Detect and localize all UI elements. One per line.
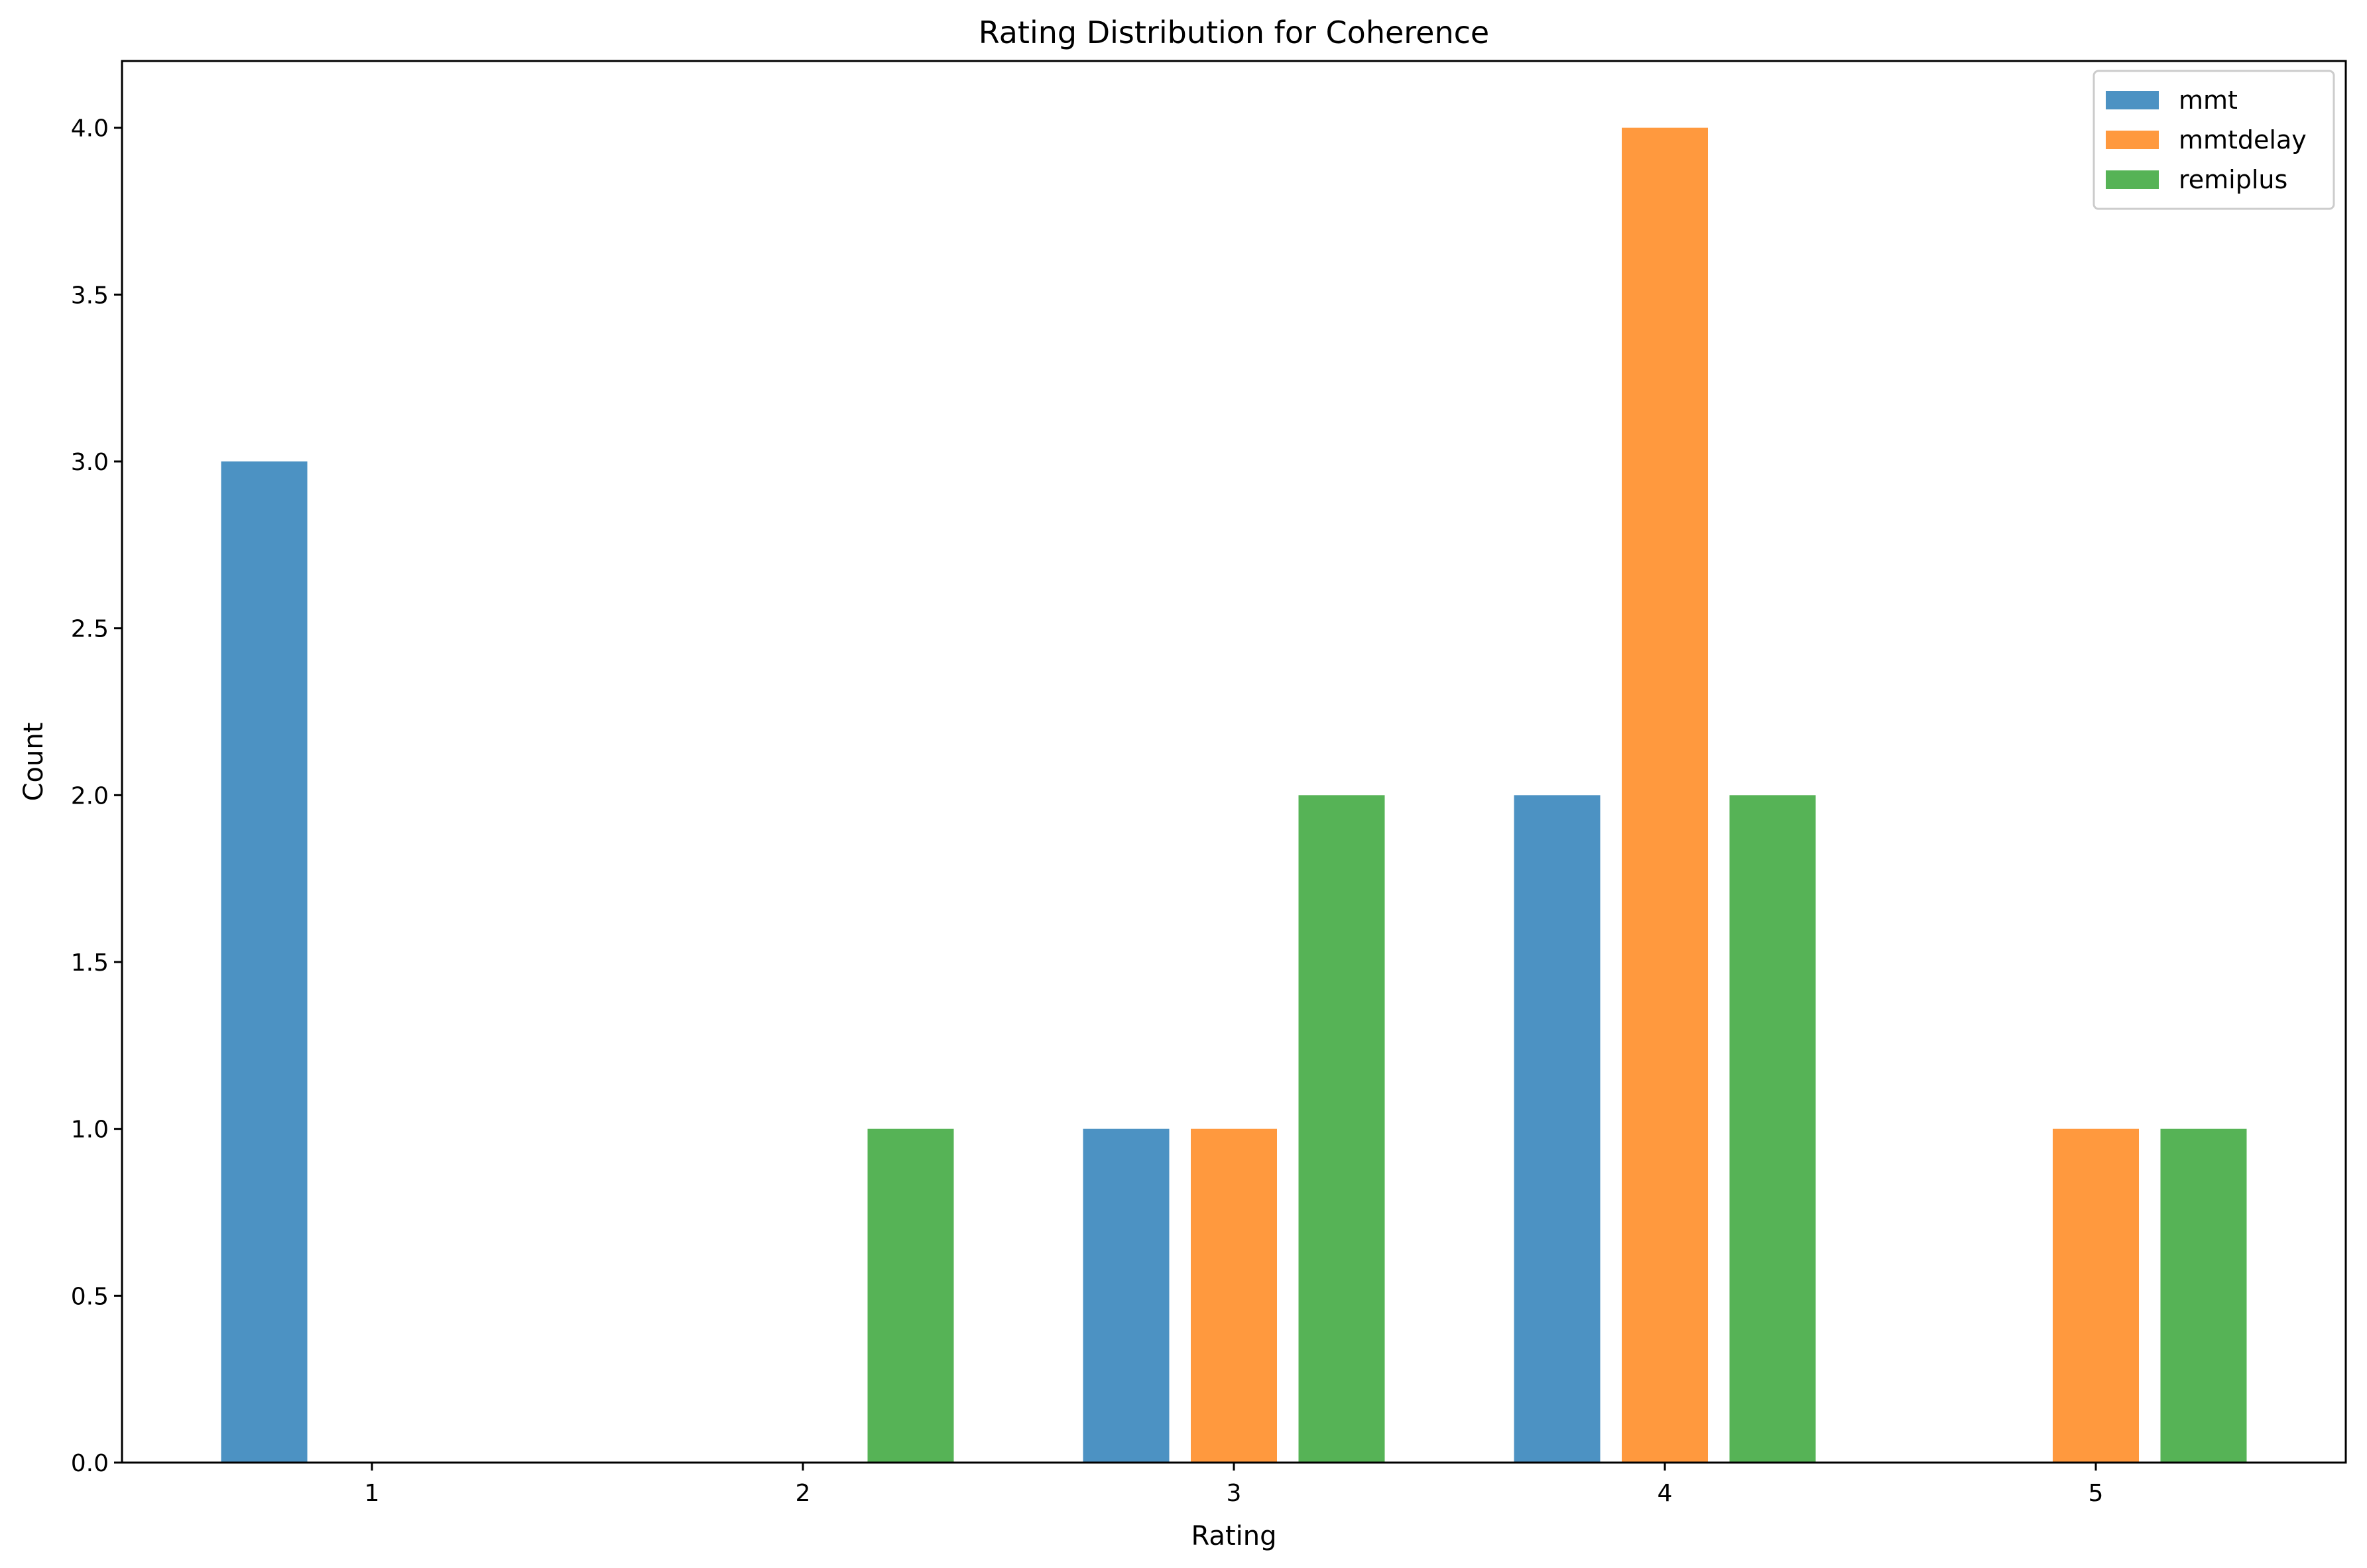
bar-mmt-rating-3 [1083,1128,1170,1463]
y-axis-label: Count [19,723,49,802]
chart-title: Rating Distribution for Coherence [979,15,1489,50]
x-tick-label: 4 [1658,1480,1673,1507]
legend-label-mmtdelay: mmtdelay [2179,125,2307,154]
bar-remiplus-rating-2 [867,1128,954,1463]
y-tick-label: 3.0 [71,449,109,476]
bar-mmtdelay-rating-3 [1191,1128,1277,1463]
y-tick-label: 1.0 [71,1116,109,1144]
y-ticks-group: 0.0 0.5 1.0 1.5 2.0 2.5 3.0 3.5 4.0 [71,115,122,1477]
legend-label-remiplus: remiplus [2179,165,2287,194]
x-axis-label: Rating [1191,1521,1277,1551]
y-tick-label: 1.5 [71,949,109,977]
bar-remiplus-rating-5 [2160,1128,2247,1463]
legend-swatch-mmtdelay [2106,131,2159,149]
bars-group [221,127,2247,1463]
x-tick-label: 3 [1227,1480,1242,1507]
legend-swatch-remiplus [2106,170,2159,189]
bar-remiplus-rating-3 [1298,795,1385,1463]
bar-mmtdelay-rating-4 [1622,127,1708,1463]
legend-swatch-mmt [2106,91,2159,109]
bar-remiplus-rating-4 [1729,795,1816,1463]
y-tick-label: 0.0 [71,1450,109,1477]
y-tick-label: 3.5 [71,282,109,309]
y-tick-label: 2.0 [71,782,109,810]
bar-mmtdelay-rating-5 [2053,1128,2139,1463]
plot-frame [121,60,2347,1464]
y-tick-label: 2.5 [71,616,109,643]
x-ticks-group: 1 2 3 4 5 [365,1463,2104,1507]
legend-label-mmt: mmt [2179,86,2238,115]
bar-mmt-rating-4 [1514,795,1601,1463]
x-tick-label: 1 [365,1480,380,1507]
y-tick-label: 0.5 [71,1283,109,1310]
x-tick-label: 2 [796,1480,811,1507]
y-tick-label: 4.0 [71,115,109,143]
bar-mmt-rating-1 [221,461,308,1463]
legend: mmt mmtdelay remiplus [2093,70,2335,210]
x-tick-label: 5 [2089,1480,2104,1507]
